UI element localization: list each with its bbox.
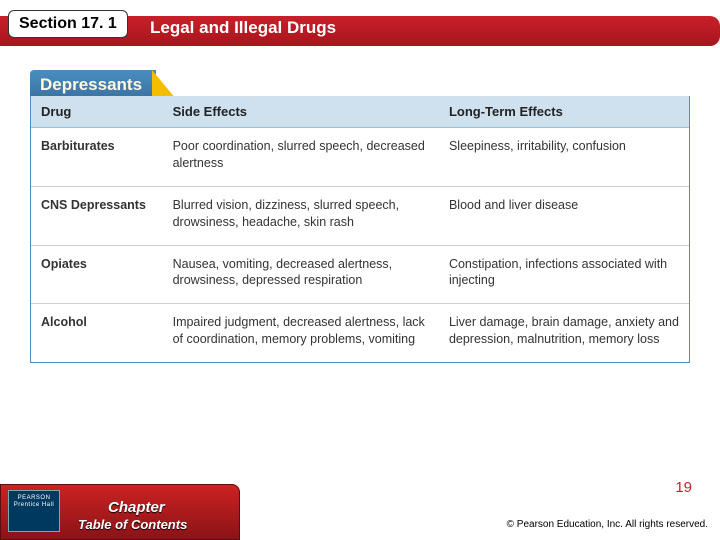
cell-side-effects: Poor coordination, slurred speech, decre…: [163, 128, 439, 187]
cell-long-term: Liver damage, brain damage, anxiety and …: [439, 304, 689, 362]
heading-accent-icon: [152, 70, 176, 99]
depressants-panel: Drug Side Effects Long-Term Effects Barb…: [30, 96, 690, 363]
table-row: Alcohol Impaired judgment, decreased ale…: [31, 304, 689, 362]
toc-button[interactable]: Table of Contents: [78, 517, 187, 532]
copyright-text: © Pearson Education, Inc. All rights res…: [507, 519, 708, 530]
depressants-table: Drug Side Effects Long-Term Effects Barb…: [31, 96, 689, 362]
publisher-name-bottom: Prentice Hall: [9, 502, 59, 509]
cell-drug: Alcohol: [31, 304, 163, 362]
cell-side-effects: Impaired judgment, decreased alertness, …: [163, 304, 439, 362]
cell-long-term: Constipation, infections associated with…: [439, 245, 689, 304]
cell-drug: Barbiturates: [31, 128, 163, 187]
cell-side-effects: Nausea, vomiting, decreased alertness, d…: [163, 245, 439, 304]
table-header-row: Drug Side Effects Long-Term Effects: [31, 96, 689, 128]
table-row: Opiates Nausea, vomiting, decreased aler…: [31, 245, 689, 304]
chapter-button[interactable]: Chapter: [108, 499, 165, 516]
table-row: CNS Depressants Blurred vision, dizzines…: [31, 186, 689, 245]
page-title: Legal and Illegal Drugs: [150, 18, 336, 38]
col-header-long-term: Long-Term Effects: [439, 96, 689, 128]
col-header-drug: Drug: [31, 96, 163, 128]
table-row: Barbiturates Poor coordination, slurred …: [31, 128, 689, 187]
panel-heading: Depressants: [30, 70, 156, 99]
slide-number: 19: [675, 479, 692, 496]
col-header-side-effects: Side Effects: [163, 96, 439, 128]
publisher-name-top: PEARSON: [9, 495, 59, 502]
section-tag: Section 17. 1: [8, 10, 128, 38]
publisher-logo: PEARSON Prentice Hall: [8, 490, 60, 532]
cell-long-term: Sleepiness, irritability, confusion: [439, 128, 689, 187]
cell-side-effects: Blurred vision, dizziness, slurred speec…: [163, 186, 439, 245]
cell-drug: Opiates: [31, 245, 163, 304]
footer: PEARSON Prentice Hall Chapter Table of C…: [0, 480, 720, 540]
cell-drug: CNS Depressants: [31, 186, 163, 245]
cell-long-term: Blood and liver disease: [439, 186, 689, 245]
